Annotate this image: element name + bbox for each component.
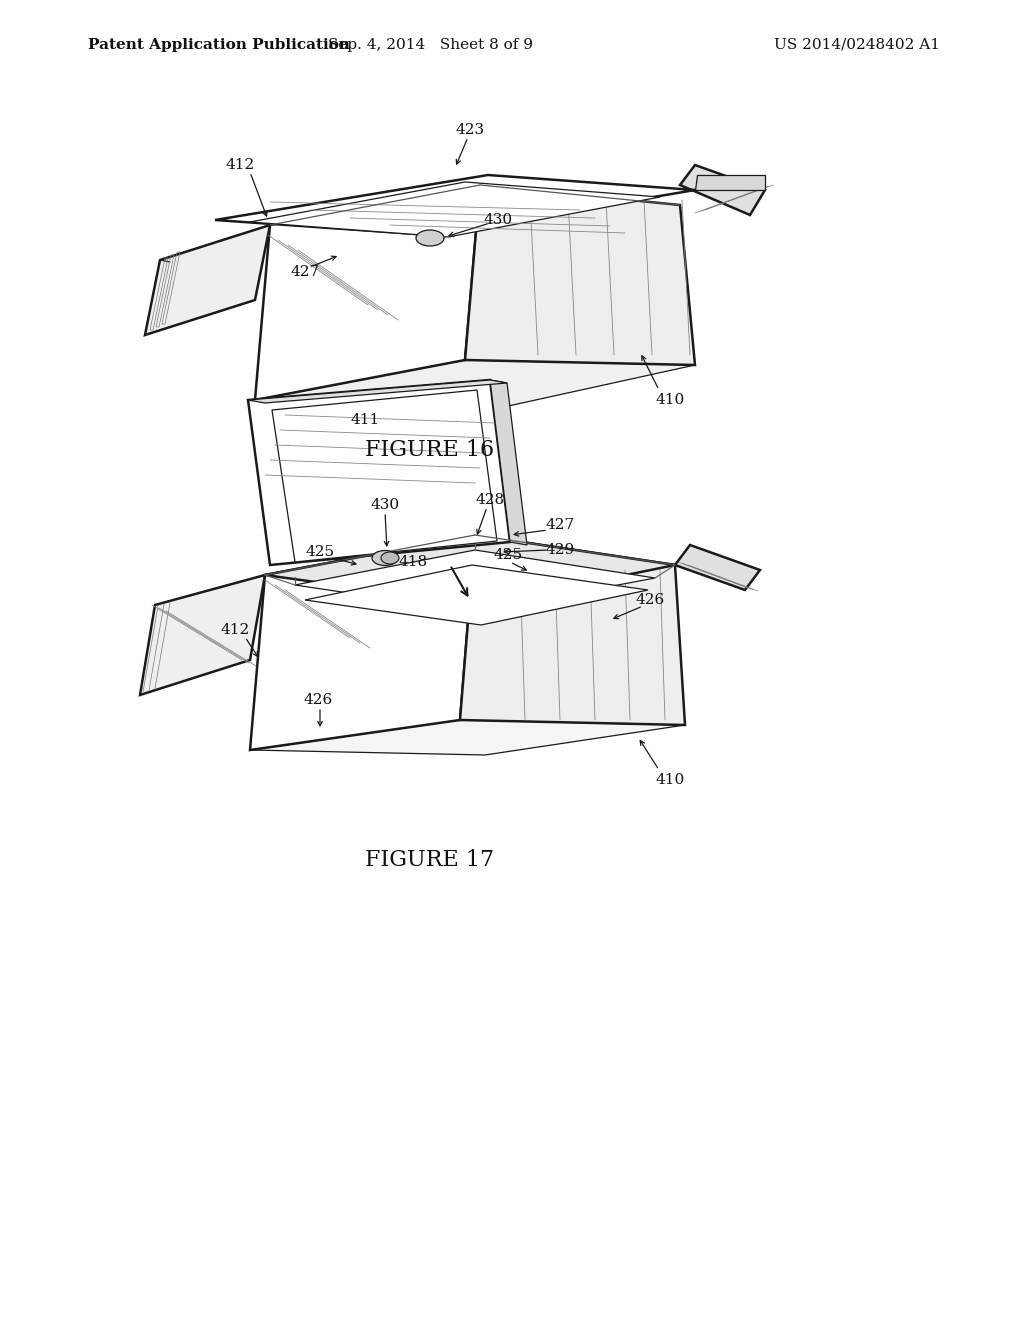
Text: Patent Application Publication: Patent Application Publication bbox=[88, 38, 350, 51]
Text: FIGURE 16: FIGURE 16 bbox=[366, 440, 495, 461]
Text: 412: 412 bbox=[225, 158, 255, 172]
Polygon shape bbox=[305, 565, 648, 624]
Polygon shape bbox=[145, 224, 270, 335]
Polygon shape bbox=[250, 535, 475, 750]
Polygon shape bbox=[695, 176, 765, 190]
Text: 418: 418 bbox=[398, 554, 428, 569]
Text: 426: 426 bbox=[635, 593, 665, 607]
Polygon shape bbox=[272, 389, 497, 562]
Ellipse shape bbox=[372, 550, 398, 565]
Text: US 2014/0248402 A1: US 2014/0248402 A1 bbox=[774, 38, 940, 51]
Text: 426: 426 bbox=[303, 693, 333, 708]
Polygon shape bbox=[250, 719, 685, 755]
Text: 430: 430 bbox=[483, 213, 513, 227]
Polygon shape bbox=[140, 576, 265, 696]
Text: 410: 410 bbox=[655, 774, 685, 787]
Polygon shape bbox=[255, 360, 695, 411]
Text: 430: 430 bbox=[371, 498, 399, 512]
Polygon shape bbox=[460, 535, 685, 725]
Polygon shape bbox=[248, 380, 507, 403]
Text: 429: 429 bbox=[546, 543, 574, 557]
Polygon shape bbox=[465, 185, 695, 366]
Text: 412: 412 bbox=[220, 623, 250, 638]
Text: 425: 425 bbox=[305, 545, 335, 558]
Ellipse shape bbox=[416, 230, 444, 246]
Polygon shape bbox=[255, 185, 480, 400]
Polygon shape bbox=[215, 176, 695, 235]
Polygon shape bbox=[265, 535, 675, 605]
Text: 425: 425 bbox=[494, 548, 522, 562]
Polygon shape bbox=[490, 380, 527, 545]
Text: FIGURE 17: FIGURE 17 bbox=[366, 849, 495, 871]
Polygon shape bbox=[295, 550, 655, 612]
Text: 428: 428 bbox=[475, 492, 505, 507]
Polygon shape bbox=[250, 182, 660, 238]
Text: 411: 411 bbox=[350, 413, 380, 426]
Text: 410: 410 bbox=[655, 393, 685, 407]
Polygon shape bbox=[675, 545, 760, 590]
Text: 427: 427 bbox=[291, 265, 319, 279]
Ellipse shape bbox=[381, 552, 399, 564]
Text: Sep. 4, 2014   Sheet 8 of 9: Sep. 4, 2014 Sheet 8 of 9 bbox=[328, 38, 532, 51]
Text: 423: 423 bbox=[456, 123, 484, 137]
Text: 427: 427 bbox=[546, 517, 574, 532]
Polygon shape bbox=[248, 380, 510, 565]
Polygon shape bbox=[680, 165, 765, 215]
